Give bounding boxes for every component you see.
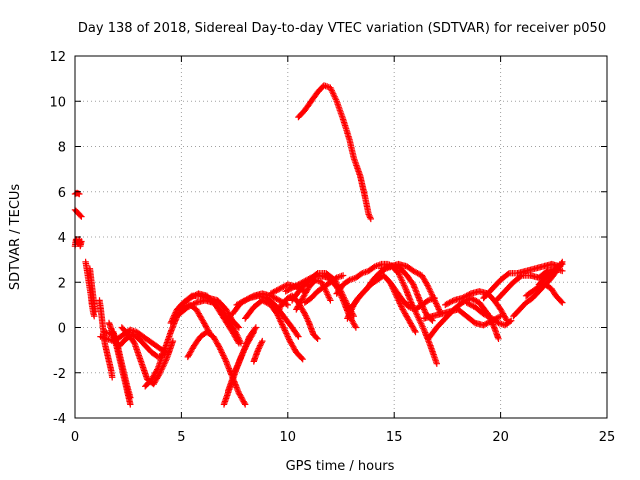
x-tick-label: 20 (492, 430, 509, 445)
y-tick-label: 12 (49, 50, 66, 65)
data-point-markers (71, 236, 85, 250)
series-arc-05 (86, 265, 99, 315)
series-arc-33 (386, 279, 438, 313)
x-axis-label: GPS time / hours (286, 459, 395, 474)
data-point-markers (333, 260, 436, 324)
axis-ticks: 0 5 10 15 20 25 -4 -2 0 2 4 6 8 10 12 (49, 50, 615, 445)
x-tick-label: 10 (280, 430, 297, 445)
data-point-markers (225, 328, 257, 395)
data-point-markers (442, 288, 511, 324)
data-point-markers (301, 272, 347, 306)
data-point-markers (386, 279, 438, 313)
data-points (71, 82, 566, 408)
x-tick-label: 5 (177, 430, 185, 445)
y-tick-label: 8 (58, 141, 66, 156)
y-axis-label: SDTVAR / TECUs (8, 184, 23, 291)
data-point-markers (96, 297, 116, 381)
data-point-markers (378, 260, 445, 318)
series-arc-18 (225, 328, 257, 395)
series-arc-37 (442, 288, 511, 324)
series-arc-30 (333, 260, 436, 324)
y-tick-label: 4 (58, 231, 66, 246)
series-arc-28 (295, 82, 374, 223)
data-point-markers (480, 260, 564, 302)
data-point-markers (295, 82, 374, 223)
series-arc-39 (480, 260, 564, 302)
series-arc-34 (378, 260, 445, 318)
grid-lines (75, 56, 607, 418)
series-arc-03 (71, 236, 85, 250)
data-point-markers (71, 189, 83, 198)
y-tick-label: -4 (53, 412, 66, 427)
y-tick-label: 6 (58, 186, 66, 201)
data-point-markers (110, 328, 134, 401)
y-tick-label: 2 (58, 276, 66, 291)
series-arc-22 (250, 337, 266, 365)
series-arc-06 (96, 297, 116, 381)
data-point-markers (250, 337, 266, 365)
y-tick-label: 10 (49, 95, 66, 110)
series-arc-15 (178, 290, 243, 347)
x-tick-label: 0 (71, 430, 79, 445)
series-arc-10 (110, 328, 134, 401)
series-arc-38 (463, 299, 515, 329)
data-point-markers (71, 206, 85, 220)
data-point-markers (86, 265, 99, 315)
chart-title: Day 138 of 2018, Sidereal Day-to-day VTE… (78, 21, 606, 36)
y-tick-label: -2 (53, 367, 66, 382)
data-point-markers (178, 290, 243, 347)
series-arc-02 (71, 206, 85, 220)
series-arc-43 (535, 260, 566, 288)
y-tick-label: 0 (58, 322, 66, 337)
data-point-markers (535, 260, 566, 288)
series-arc-29 (301, 272, 347, 306)
x-tick-label: 25 (599, 430, 616, 445)
series-arc-21 (242, 297, 306, 363)
data-point-markers (242, 297, 306, 363)
x-tick-label: 15 (386, 430, 403, 445)
series-arc-01 (71, 189, 83, 198)
data-point-markers (463, 299, 515, 329)
